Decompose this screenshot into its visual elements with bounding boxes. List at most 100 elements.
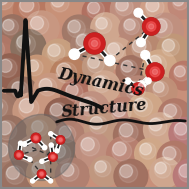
Circle shape: [107, 58, 113, 63]
Circle shape: [163, 103, 182, 122]
Circle shape: [105, 55, 115, 66]
Circle shape: [123, 18, 140, 35]
Circle shape: [55, 158, 89, 189]
Circle shape: [126, 81, 145, 100]
Circle shape: [163, 147, 176, 160]
Circle shape: [82, 0, 114, 28]
Circle shape: [132, 38, 151, 58]
Circle shape: [94, 76, 106, 88]
Circle shape: [23, 140, 35, 152]
Circle shape: [56, 150, 58, 152]
Circle shape: [0, 143, 8, 157]
Circle shape: [20, 0, 34, 12]
Circle shape: [0, 59, 17, 77]
Circle shape: [0, 143, 13, 162]
Circle shape: [147, 13, 183, 49]
Circle shape: [62, 15, 95, 48]
Circle shape: [67, 19, 85, 37]
Circle shape: [0, 121, 11, 135]
Circle shape: [139, 40, 143, 45]
Circle shape: [26, 59, 43, 76]
Circle shape: [37, 170, 46, 178]
Circle shape: [133, 97, 153, 117]
Circle shape: [115, 0, 133, 16]
Circle shape: [0, 120, 17, 140]
Circle shape: [126, 79, 129, 83]
Circle shape: [153, 81, 168, 97]
Circle shape: [91, 40, 98, 47]
Circle shape: [108, 43, 119, 55]
Circle shape: [112, 103, 126, 117]
Circle shape: [145, 0, 164, 17]
Circle shape: [19, 98, 39, 118]
Circle shape: [149, 117, 167, 136]
Circle shape: [49, 153, 57, 161]
Circle shape: [46, 139, 81, 174]
Circle shape: [61, 79, 92, 111]
Circle shape: [136, 10, 141, 15]
Circle shape: [0, 59, 12, 72]
Circle shape: [69, 49, 80, 59]
Circle shape: [50, 154, 55, 159]
Circle shape: [9, 114, 75, 180]
Circle shape: [162, 39, 175, 51]
Circle shape: [40, 173, 43, 175]
Circle shape: [50, 133, 52, 135]
Circle shape: [52, 145, 66, 158]
Circle shape: [121, 60, 137, 77]
Circle shape: [6, 166, 25, 184]
Circle shape: [19, 99, 33, 113]
Circle shape: [119, 124, 133, 137]
Circle shape: [31, 180, 34, 182]
Circle shape: [153, 82, 164, 93]
Circle shape: [40, 159, 44, 163]
Circle shape: [32, 121, 43, 132]
Circle shape: [1, 161, 35, 189]
Circle shape: [87, 1, 104, 18]
Circle shape: [80, 98, 93, 111]
Circle shape: [136, 87, 140, 91]
Circle shape: [11, 81, 28, 98]
Circle shape: [19, 142, 22, 144]
Circle shape: [84, 33, 105, 54]
Circle shape: [91, 13, 121, 43]
Circle shape: [56, 62, 77, 83]
Circle shape: [29, 158, 31, 161]
Circle shape: [50, 104, 63, 116]
Circle shape: [134, 8, 143, 17]
Circle shape: [27, 60, 39, 71]
Circle shape: [19, 141, 23, 145]
Circle shape: [18, 136, 49, 166]
Circle shape: [107, 42, 124, 59]
Circle shape: [39, 79, 52, 91]
Circle shape: [16, 153, 21, 157]
Circle shape: [0, 39, 5, 59]
Circle shape: [146, 63, 164, 81]
Circle shape: [75, 132, 110, 167]
Circle shape: [68, 20, 80, 33]
Circle shape: [87, 56, 104, 73]
Circle shape: [74, 92, 109, 127]
Circle shape: [135, 138, 165, 169]
Circle shape: [143, 113, 177, 146]
Circle shape: [93, 75, 111, 93]
Circle shape: [0, 138, 24, 173]
Circle shape: [134, 98, 147, 112]
Circle shape: [55, 149, 59, 153]
Circle shape: [137, 38, 145, 46]
Circle shape: [51, 0, 69, 12]
Circle shape: [51, 0, 64, 7]
Circle shape: [150, 157, 180, 188]
Circle shape: [15, 151, 23, 159]
Circle shape: [15, 151, 23, 159]
Circle shape: [152, 69, 158, 74]
Circle shape: [83, 52, 113, 83]
Circle shape: [132, 39, 146, 53]
Circle shape: [174, 122, 189, 140]
Circle shape: [174, 65, 189, 81]
Circle shape: [149, 118, 162, 131]
Circle shape: [49, 143, 53, 147]
Circle shape: [6, 166, 19, 179]
Circle shape: [47, 43, 65, 61]
Circle shape: [179, 164, 189, 177]
